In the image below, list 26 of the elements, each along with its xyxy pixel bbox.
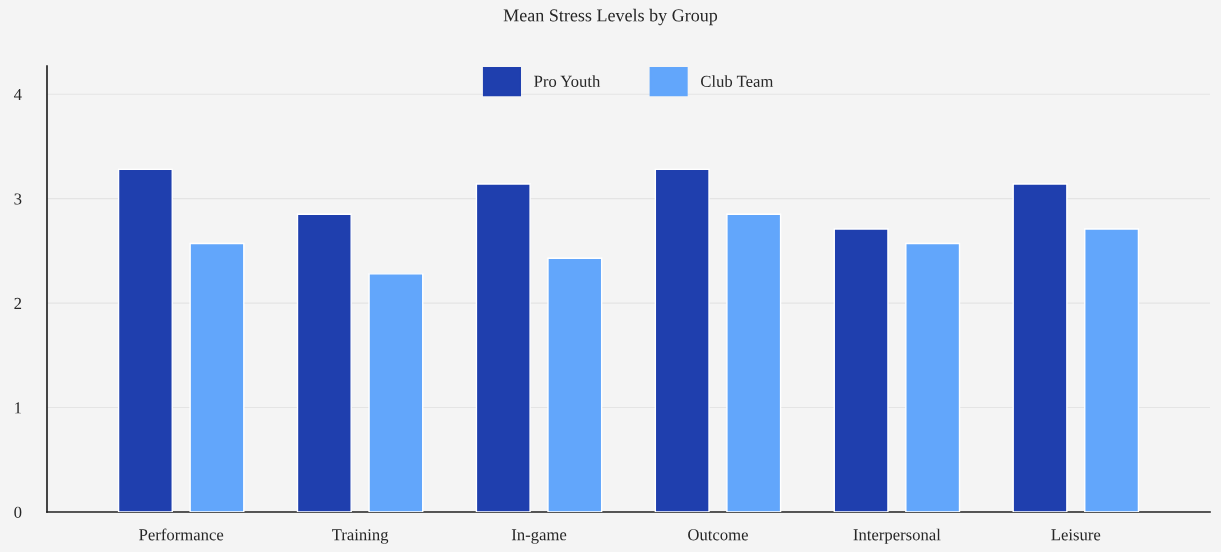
x-tick-label: Leisure	[1051, 529, 1101, 541]
bar	[726, 213, 782, 512]
y-tick-label: 2	[14, 297, 22, 309]
bar	[189, 242, 245, 512]
y-tick-label: 3	[14, 193, 22, 205]
bar	[117, 168, 173, 512]
bar	[1012, 183, 1068, 512]
y-tick-label: 4	[13, 89, 22, 100]
x-tick-label: Outcome	[688, 529, 748, 541]
bar	[833, 228, 889, 512]
x-tick-label: In-game	[511, 529, 567, 544]
chart-title: Mean Stress Levels by Group	[503, 8, 718, 26]
bar	[1084, 228, 1140, 512]
bar	[368, 273, 424, 512]
bar	[547, 257, 603, 512]
x-tick-label: Interpersonal	[853, 528, 941, 544]
x-tick-label: Training	[332, 529, 389, 544]
x-tick-label: Performance	[139, 528, 224, 541]
y-tick-label: 0	[14, 506, 22, 518]
legend-label: Club Team	[701, 75, 774, 87]
bar	[654, 168, 710, 512]
legend-label: Pro Youth	[534, 75, 601, 87]
bar	[296, 213, 352, 512]
bar	[475, 183, 531, 512]
y-tick-label: 1	[15, 402, 21, 414]
bar	[905, 242, 961, 512]
